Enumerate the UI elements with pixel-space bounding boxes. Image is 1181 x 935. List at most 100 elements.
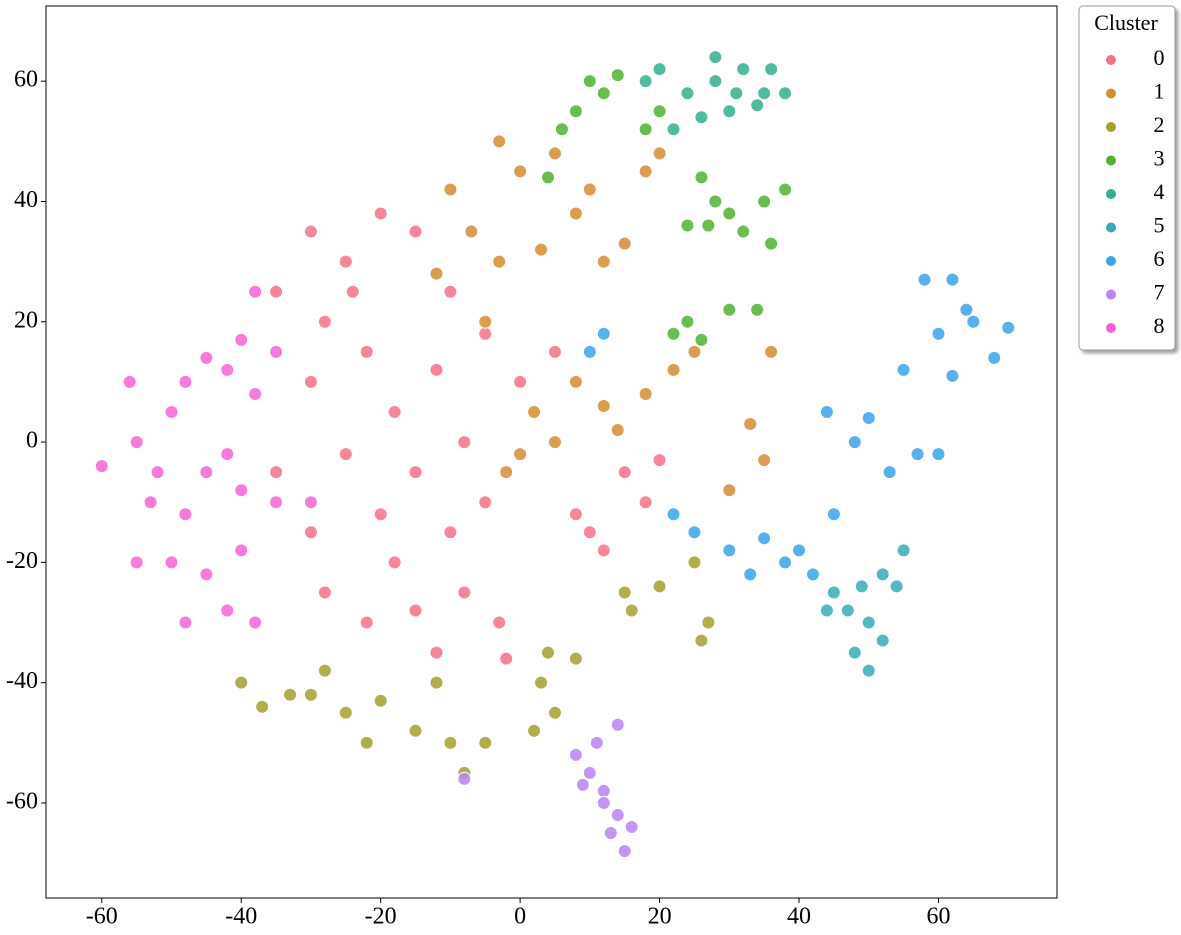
point (610, 807, 625, 822)
point (429, 645, 444, 660)
x-tick-label: 0 (514, 904, 526, 930)
point (303, 525, 318, 540)
y-tick-label: -40 (6, 668, 38, 694)
legend-label: 8 (1154, 313, 1165, 338)
point (638, 164, 653, 179)
point (94, 459, 109, 474)
point (666, 326, 681, 341)
y-tick-label: 40 (14, 187, 38, 213)
point (694, 633, 709, 648)
points (94, 50, 1016, 859)
point (750, 302, 765, 317)
point (589, 735, 604, 750)
point (269, 284, 284, 299)
point (150, 465, 165, 480)
legend-title: Cluster (1094, 10, 1158, 35)
point (248, 284, 263, 299)
point (387, 555, 402, 570)
point (129, 435, 144, 450)
point (527, 723, 542, 738)
legend-marker (1105, 288, 1117, 301)
point (429, 675, 444, 690)
point (694, 170, 709, 185)
point (408, 465, 423, 480)
point (582, 344, 597, 359)
point (729, 86, 744, 101)
point (269, 465, 284, 480)
point (666, 507, 681, 522)
x-tick-label: 20 (648, 904, 672, 930)
point (457, 585, 472, 600)
point (638, 386, 653, 401)
point (338, 447, 353, 462)
point (164, 555, 179, 570)
point (708, 50, 723, 65)
point (701, 218, 716, 233)
point (534, 242, 549, 257)
x-tick-label: -40 (225, 904, 257, 930)
point (443, 284, 458, 299)
point (778, 182, 793, 197)
point (861, 663, 876, 678)
point (541, 170, 556, 185)
point (596, 398, 611, 413)
point (945, 368, 960, 383)
point (652, 453, 667, 468)
point (896, 362, 911, 377)
point (178, 374, 193, 389)
point (143, 495, 158, 510)
point (757, 194, 772, 209)
point (694, 110, 709, 125)
point (234, 332, 249, 347)
legend-marker (1105, 221, 1117, 234)
point (819, 603, 834, 618)
point (680, 86, 695, 101)
point (464, 224, 479, 239)
point (652, 62, 667, 77)
point (652, 104, 667, 119)
point (568, 104, 583, 119)
point (373, 206, 388, 221)
point (596, 254, 611, 269)
point (234, 543, 249, 558)
point (547, 435, 562, 450)
point (819, 405, 834, 420)
point (652, 579, 667, 594)
point (743, 567, 758, 582)
point (596, 783, 611, 798)
point (457, 771, 472, 786)
point (255, 699, 270, 714)
point (687, 555, 702, 570)
point (889, 579, 904, 594)
point (303, 374, 318, 389)
point (575, 777, 590, 792)
legend-label: 7 (1154, 280, 1165, 305)
point (359, 735, 374, 750)
point (722, 543, 737, 558)
point (778, 86, 793, 101)
point (199, 567, 214, 582)
point (638, 122, 653, 137)
point (499, 651, 514, 666)
point (624, 603, 639, 618)
point (959, 302, 974, 317)
point (338, 254, 353, 269)
point (750, 98, 765, 113)
x-tick-label: 60 (926, 904, 950, 930)
legend-label: 6 (1154, 246, 1165, 271)
point (234, 483, 249, 498)
point (875, 633, 890, 648)
x-tick-label: 40 (787, 904, 811, 930)
point (596, 795, 611, 810)
point (617, 844, 632, 859)
point (875, 567, 890, 582)
point (345, 284, 360, 299)
point (861, 411, 876, 426)
point (910, 447, 925, 462)
legend-marker (1105, 188, 1117, 200)
point (164, 405, 179, 420)
legend-marker (1105, 255, 1117, 267)
point (283, 687, 298, 702)
point (568, 374, 583, 389)
